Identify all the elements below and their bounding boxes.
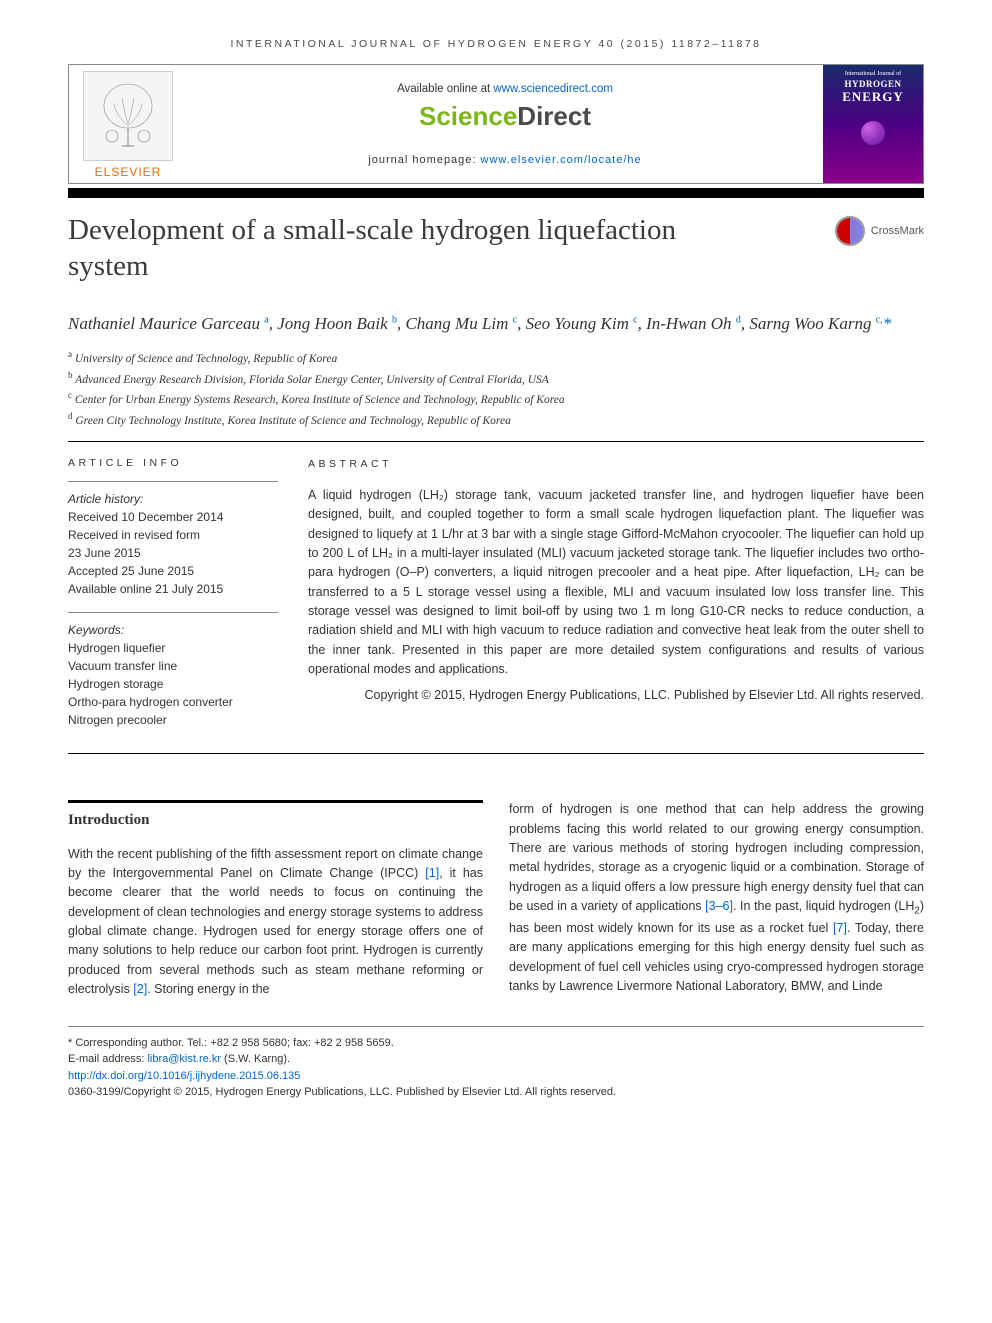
header-banner: ELSEVIER Available online at www.science… [68, 64, 924, 184]
footer-block: * Corresponding author. Tel.: +82 2 958 … [68, 1026, 924, 1101]
sd-direct: Direct [517, 101, 591, 131]
available-prefix: Available online at [397, 83, 493, 95]
keyword-line: Hydrogen storage [68, 675, 278, 693]
elsevier-logo-block: ELSEVIER [69, 65, 187, 183]
body-columns: Introduction With the recent publishing … [68, 800, 924, 999]
abstract-column: ABSTRACT A liquid hydrogen (LH₂) storage… [308, 456, 924, 744]
title-row: Development of a small-scale hydrogen li… [68, 212, 924, 285]
doi-link[interactable]: http://dx.doi.org/10.1016/j.ijhydene.201… [68, 1070, 300, 1082]
sd-science: Science [419, 101, 517, 131]
history-label: Article history: [68, 490, 278, 508]
ref-link[interactable]: [7] [833, 921, 847, 935]
affiliation-line: b Advanced Energy Research Division, Flo… [68, 369, 924, 390]
journal-header: INTERNATIONAL JOURNAL OF HYDROGEN ENERGY… [68, 38, 924, 50]
body-col-left: Introduction With the recent publishing … [68, 800, 483, 999]
keyword-line: Hydrogen liquefier [68, 639, 278, 657]
abstract-text: A liquid hydrogen (LH₂) storage tank, va… [308, 486, 924, 680]
ref-link[interactable]: [3–6] [705, 899, 733, 913]
elsevier-tree-icon [83, 71, 173, 161]
info-abstract-row: ARTICLE INFO Article history: Received 1… [68, 456, 924, 744]
history-line: Received 10 December 2014 [68, 508, 278, 526]
body-col-right: form of hydrogen is one method that can … [509, 800, 924, 999]
crossmark-label: CrossMark [871, 225, 924, 237]
black-divider-bar [68, 188, 924, 198]
affiliations-block: a University of Science and Technology, … [68, 348, 924, 431]
crossmark-icon [835, 216, 865, 246]
journal-cover-thumb: International Journal of HYDROGEN ENERGY [823, 65, 923, 183]
affiliation-line: d Green City Technology Institute, Korea… [68, 410, 924, 431]
intro-rule [68, 800, 483, 803]
cover-energy-text: ENERGY [842, 89, 904, 105]
email-link[interactable]: libra@kist.re.kr [147, 1053, 221, 1065]
banner-center: Available online at www.sciencedirect.co… [187, 65, 823, 183]
ai-rule [68, 612, 278, 613]
abstract-copyright: Copyright © 2015, Hydrogen Energy Public… [308, 686, 924, 705]
homepage-line: journal homepage: www.elsevier.com/locat… [368, 154, 641, 166]
history-line: Accepted 25 June 2015 [68, 562, 278, 580]
homepage-prefix: journal homepage: [368, 154, 480, 166]
email-suffix: (S.W. Karng). [221, 1053, 290, 1065]
affiliation-line: a University of Science and Technology, … [68, 348, 924, 369]
section-rule [68, 441, 924, 442]
introduction-heading: Introduction [68, 809, 483, 832]
available-online-line: Available online at www.sciencedirect.co… [397, 83, 613, 95]
keyword-line: Ortho-para hydrogen converter [68, 693, 278, 711]
ref-link[interactable]: [2] [133, 982, 147, 996]
ref-link[interactable]: [1] [425, 866, 439, 880]
intro-paragraph-left: With the recent publishing of the fifth … [68, 845, 483, 1000]
cover-orb-icon [861, 121, 885, 145]
sciencedirect-link[interactable]: www.sciencedirect.com [493, 83, 613, 95]
issn-copyright: 0360-3199/Copyright © 2015, Hydrogen Ene… [68, 1084, 924, 1101]
history-line: 23 June 2015 [68, 544, 278, 562]
cover-hydrogen-text: HYDROGEN [844, 79, 901, 89]
corresponding-author: * Corresponding author. Tel.: +82 2 958 … [68, 1035, 924, 1052]
history-line: Received in revised form [68, 526, 278, 544]
homepage-link[interactable]: www.elsevier.com/locate/he [481, 154, 642, 166]
email-label: E-mail address: [68, 1053, 147, 1065]
sciencedirect-logo: ScienceDirect [419, 101, 591, 132]
authors-line: Nathaniel Maurice Garceau a, Jong Hoon B… [68, 311, 924, 337]
ai-rule [68, 481, 278, 482]
keyword-line: Vacuum transfer line [68, 657, 278, 675]
elsevier-label: ELSEVIER [95, 165, 162, 179]
article-title: Development of a small-scale hydrogen li… [68, 212, 748, 285]
abstract-heading: ABSTRACT [308, 456, 924, 472]
heavy-rule [68, 753, 924, 754]
keyword-line: Nitrogen precooler [68, 711, 278, 729]
history-line: Available online 21 July 2015 [68, 580, 278, 598]
intro-paragraph-right: form of hydrogen is one method that can … [509, 800, 924, 996]
article-history-block: Article history: Received 10 December 20… [68, 490, 278, 598]
affiliation-line: c Center for Urban Energy Systems Resear… [68, 389, 924, 410]
crossmark-widget[interactable]: CrossMark [835, 216, 924, 246]
email-line: E-mail address: libra@kist.re.kr (S.W. K… [68, 1051, 924, 1068]
article-info-heading: ARTICLE INFO [68, 456, 278, 472]
cover-journal-text: International Journal of [845, 71, 901, 77]
article-info-column: ARTICLE INFO Article history: Received 1… [68, 456, 278, 744]
keywords-label: Keywords: [68, 621, 278, 639]
keywords-block: Keywords: Hydrogen liquefierVacuum trans… [68, 621, 278, 729]
